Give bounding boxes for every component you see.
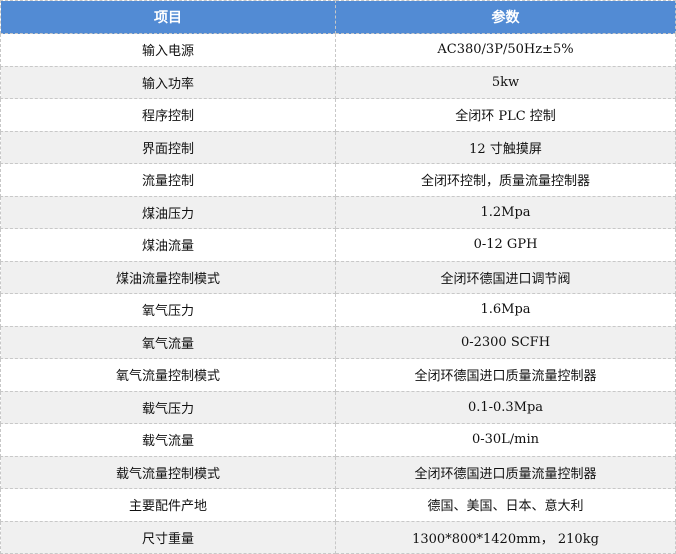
cell-item: 流量控制 xyxy=(0,163,336,197)
cell-item: 载气压力 xyxy=(0,390,336,424)
table-row: 尺寸重量 1300*800*1420mm， 210kg xyxy=(0,520,676,554)
table-row: 输入电源 AC380/3P/50Hz±5% xyxy=(0,33,676,67)
cell-param: 0-30L/min xyxy=(335,423,676,457)
cell-param: 1.6Mpa xyxy=(335,293,676,327)
cell-param: 德国、美国、日本、意大利 xyxy=(335,488,676,522)
table-row: 载气流量 0-30L/min xyxy=(0,423,676,457)
cell-param: 全闭环德国进口质量流量控制器 xyxy=(335,358,676,392)
table-header-row: 项目 参数 xyxy=(0,0,676,34)
cell-item: 程序控制 xyxy=(0,98,336,132)
cell-item: 煤油压力 xyxy=(0,195,336,229)
cell-item: 载气流量 xyxy=(0,423,336,457)
cell-item: 主要配件产地 xyxy=(0,488,336,522)
table-row: 输入功率 5kw xyxy=(0,65,676,99)
cell-item: 尺寸重量 xyxy=(0,520,336,554)
cell-item: 界面控制 xyxy=(0,130,336,164)
table-row: 载气压力 0.1-0.3Mpa xyxy=(0,390,676,424)
cell-item: 输入电源 xyxy=(0,33,336,67)
cell-param: 全闭环 PLC 控制 xyxy=(335,98,676,132)
cell-param: 0-2300 SCFH xyxy=(335,325,676,359)
cell-item: 输入功率 xyxy=(0,65,336,99)
cell-param: 1.2Mpa xyxy=(335,195,676,229)
table-row: 载气流量控制模式 全闭环德国进口质量流量控制器 xyxy=(0,455,676,489)
table-row: 煤油压力 1.2Mpa xyxy=(0,195,676,229)
header-param: 参数 xyxy=(335,0,676,34)
cell-param: 0.1-0.3Mpa xyxy=(335,390,676,424)
table-row: 煤油流量控制模式 全闭环德国进口调节阀 xyxy=(0,260,676,294)
table-row: 煤油流量 0-12 GPH xyxy=(0,228,676,262)
cell-item: 氧气流量控制模式 xyxy=(0,358,336,392)
header-item: 项目 xyxy=(0,0,336,34)
table-row: 氧气压力 1.6Mpa xyxy=(0,293,676,327)
cell-param: AC380/3P/50Hz±5% xyxy=(335,33,676,67)
cell-item: 煤油流量控制模式 xyxy=(0,260,336,294)
table-row: 流量控制 全闭环控制，质量流量控制器 xyxy=(0,163,676,197)
cell-item: 氧气压力 xyxy=(0,293,336,327)
cell-param: 1300*800*1420mm， 210kg xyxy=(335,520,676,554)
table-row: 氧气流量控制模式 全闭环德国进口质量流量控制器 xyxy=(0,358,676,392)
cell-param: 全闭环德国进口调节阀 xyxy=(335,260,676,294)
table-row: 主要配件产地 德国、美国、日本、意大利 xyxy=(0,488,676,522)
cell-item: 氧气流量 xyxy=(0,325,336,359)
table-row: 界面控制 12 寸触摸屏 xyxy=(0,130,676,164)
cell-param: 全闭环控制，质量流量控制器 xyxy=(335,163,676,197)
table-row: 程序控制 全闭环 PLC 控制 xyxy=(0,98,676,132)
cell-param: 12 寸触摸屏 xyxy=(335,130,676,164)
cell-param: 5kw xyxy=(335,65,676,99)
cell-param: 0-12 GPH xyxy=(335,228,676,262)
table-row: 氧气流量 0-2300 SCFH xyxy=(0,325,676,359)
cell-item: 载气流量控制模式 xyxy=(0,455,336,489)
cell-item: 煤油流量 xyxy=(0,228,336,262)
cell-param: 全闭环德国进口质量流量控制器 xyxy=(335,455,676,489)
